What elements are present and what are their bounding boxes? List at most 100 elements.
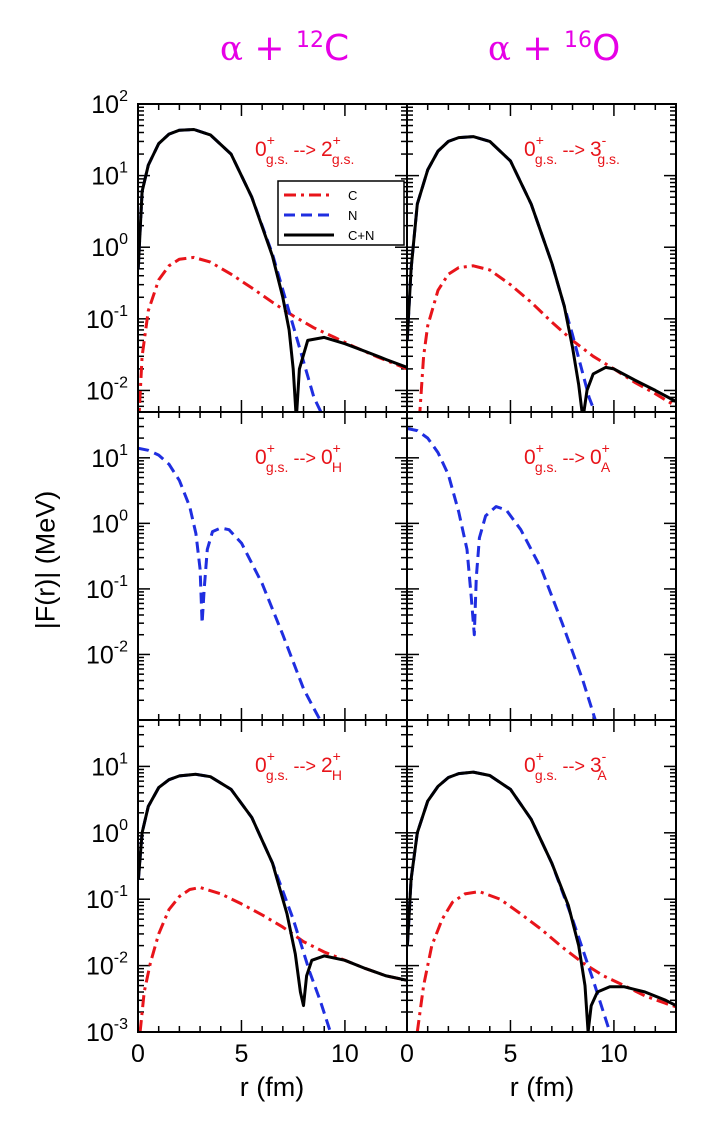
transition-final-state: 0 bbox=[590, 446, 602, 469]
transition-label: 0+ g.s. --> 3- g.s. bbox=[524, 132, 620, 167]
transition-initial-state: 0 bbox=[524, 754, 536, 777]
x-axis-label-right: r (fm) bbox=[509, 1072, 575, 1102]
transition-final-state: 0 bbox=[321, 446, 333, 469]
transition-initial-subscript: g.s. bbox=[266, 151, 289, 167]
y-tick-exponent: 2 bbox=[119, 88, 128, 105]
legend: CN C+N bbox=[277, 180, 405, 246]
y-tick-label: 101 bbox=[91, 750, 128, 781]
legend-label: C+N bbox=[348, 228, 374, 243]
y-tick-mantissa: 10 bbox=[91, 445, 119, 473]
y-tick-mantissa: 10 bbox=[91, 753, 119, 781]
y-tick-exponent: 1 bbox=[119, 750, 128, 767]
series-line-n bbox=[407, 427, 597, 720]
transition-initial-state: 0 bbox=[255, 754, 267, 777]
title-alpha-symbol: α bbox=[220, 29, 243, 69]
transition-final-subscript: g.s. bbox=[332, 151, 355, 167]
transition-initial-parity: + bbox=[267, 440, 275, 456]
x-tick-label: 5 bbox=[504, 1040, 518, 1068]
title-alpha-symbol: α bbox=[488, 29, 511, 69]
y-tick-label: 10-1 bbox=[86, 883, 128, 914]
series-line-n bbox=[138, 446, 322, 720]
transition-initial-subscript: g.s. bbox=[535, 767, 558, 783]
transition-initial-state: 0 bbox=[524, 446, 536, 469]
transition-arrow: --> bbox=[557, 140, 590, 160]
y-tick-exponent: 0 bbox=[119, 817, 128, 834]
y-tick-exponent: 0 bbox=[119, 507, 128, 524]
transition-final-parity: - bbox=[602, 132, 607, 148]
transition-label: 0+ g.s. --> 2+ g.s. bbox=[255, 132, 354, 167]
series-line-c bbox=[138, 255, 407, 412]
column-title-alpha-12c: α + 12C bbox=[220, 28, 349, 69]
transition-final-state: 2 bbox=[321, 754, 333, 777]
panel-2-2: 0+ g.s. --> 0+ A bbox=[406, 411, 677, 721]
y-tick-exponent: -2 bbox=[114, 950, 128, 967]
y-tick-exponent: -1 bbox=[114, 573, 128, 590]
transition-final-parity: - bbox=[602, 748, 607, 764]
transition-final-parity: + bbox=[602, 440, 610, 456]
title-mass-number: 16 bbox=[564, 28, 593, 53]
y-tick-exponent: 1 bbox=[119, 442, 128, 459]
y-tick-mantissa: 10 bbox=[86, 306, 114, 334]
legend-label: C bbox=[348, 188, 357, 203]
transition-arrow: --> bbox=[557, 448, 590, 468]
x-tick-label: 10 bbox=[600, 1040, 628, 1068]
title-element: O bbox=[592, 28, 621, 69]
panel-1-2: 0+ g.s. --> 3- g.s. bbox=[406, 103, 677, 413]
transition-final-subscript: g.s. bbox=[597, 151, 620, 167]
transition-initial-parity: + bbox=[536, 748, 544, 764]
transition-final-subscript: A bbox=[601, 459, 611, 475]
panel-frame bbox=[406, 719, 677, 1033]
y-tick-exponent: -1 bbox=[114, 883, 128, 900]
transition-arrow: --> bbox=[557, 756, 590, 776]
y-tick-mantissa: 10 bbox=[86, 953, 114, 981]
title-element: C bbox=[324, 28, 350, 69]
transition-final-subscript: H bbox=[332, 767, 342, 783]
y-tick-mantissa: 10 bbox=[86, 886, 114, 914]
transition-initial-parity: + bbox=[267, 132, 275, 148]
panel-3-2: 0+ g.s. --> 3-A0 5 10 bbox=[400, 719, 677, 1068]
transition-label: 0+ g.s. --> 0+ H bbox=[255, 440, 342, 475]
y-tick-mantissa: 10 bbox=[86, 641, 114, 669]
title-mass-number: 12 bbox=[296, 28, 325, 53]
transition-final-parity: + bbox=[333, 440, 341, 456]
transition-final-state: 3 bbox=[590, 138, 602, 161]
y-tick-label: 10-1 bbox=[86, 573, 128, 604]
transition-initial-subscript: g.s. bbox=[266, 767, 289, 783]
y-tick-exponent: 1 bbox=[119, 160, 128, 177]
series-line-c bbox=[138, 886, 407, 1032]
series-line-cplusn bbox=[407, 770, 676, 1032]
y-tick-label: 10-3 bbox=[86, 1016, 128, 1047]
legend-label: N bbox=[348, 208, 357, 223]
panel-1-1: 0+ g.s. --> 2+ g.s.102 101 100 10-1 10-2 bbox=[86, 88, 408, 413]
y-tick-exponent: -2 bbox=[114, 638, 128, 655]
transition-initial-state: 0 bbox=[255, 446, 267, 469]
y-tick-mantissa: 10 bbox=[91, 91, 119, 119]
transition-final-state: 2 bbox=[321, 138, 333, 161]
transition-initial-state: 0 bbox=[255, 138, 267, 161]
transition-initial-subscript: g.s. bbox=[535, 459, 558, 475]
x-tick-label: 10 bbox=[331, 1040, 359, 1068]
transition-arrow: --> bbox=[288, 140, 321, 160]
y-tick-mantissa: 10 bbox=[91, 163, 119, 191]
y-tick-label: 102 bbox=[91, 88, 128, 119]
y-tick-label: 100 bbox=[91, 231, 128, 262]
y-tick-mantissa: 10 bbox=[86, 1019, 114, 1047]
y-tick-exponent: -1 bbox=[114, 303, 128, 320]
x-tick-label: 0 bbox=[131, 1040, 145, 1068]
x-tick-label: 5 bbox=[235, 1040, 249, 1068]
transition-initial-subscript: g.s. bbox=[535, 151, 558, 167]
y-tick-mantissa: 10 bbox=[91, 510, 119, 538]
transition-final-subscript: H bbox=[332, 459, 342, 475]
y-tick-label: 10-2 bbox=[86, 950, 128, 981]
title-plus: + bbox=[522, 28, 553, 69]
series-line-cplusn bbox=[138, 128, 407, 412]
transition-arrow: --> bbox=[288, 756, 321, 776]
series-line-c bbox=[415, 890, 676, 1032]
y-tick-exponent: 0 bbox=[119, 231, 128, 248]
y-tick-label: 101 bbox=[91, 442, 128, 473]
column-title-alpha-16o: α + 16O bbox=[488, 28, 620, 69]
transition-initial-state: 0 bbox=[524, 138, 536, 161]
